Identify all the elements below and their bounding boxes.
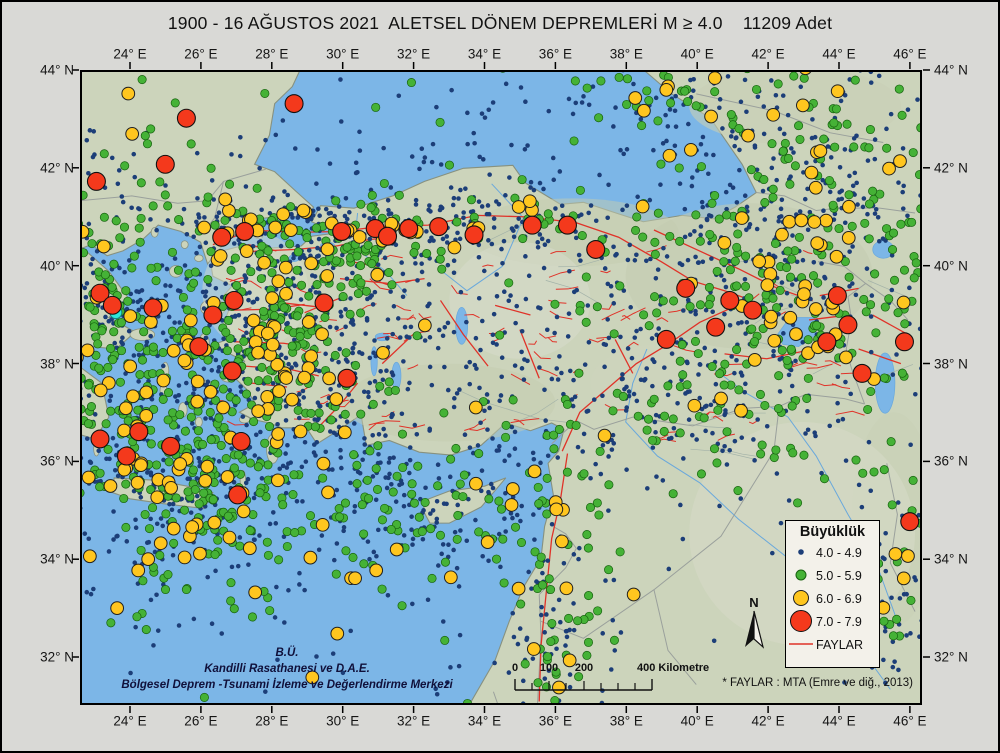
axis-label-bottom: 44° E	[822, 713, 856, 729]
scale-bar-ruler	[514, 679, 653, 691]
axis-label-bottom: 40° E	[680, 713, 714, 729]
legend-item-label: 6.0 - 6.9	[816, 591, 862, 606]
axis-label-right: 40° N	[934, 258, 968, 274]
axis-label-bottom: 38° E	[609, 713, 643, 729]
axis-label-bottom: 26° E	[184, 713, 218, 729]
axis-label-top: 28° E	[255, 46, 289, 62]
axis-label-top: 26° E	[184, 46, 218, 62]
fault-line-symbol	[789, 643, 813, 645]
legend-item-m6: 6.0 - 6.9	[786, 587, 879, 610]
scale-label-400: 400 Kilometre	[637, 662, 710, 674]
axis-label-right: 36° N	[934, 453, 968, 469]
axis-label-top: 38° E	[609, 46, 643, 62]
axis-label-bottom: 36° E	[538, 713, 572, 729]
legend-item-faults: FAYLAR	[786, 633, 879, 656]
axis-label-bottom: 42° E	[751, 713, 785, 729]
axis-label-left: 36° N	[40, 453, 74, 469]
legend-item-label: 7.0 - 7.9	[816, 614, 862, 629]
axis-label-top: 44° E	[822, 46, 856, 62]
axis-label-bottom: 24° E	[113, 713, 147, 729]
axis-label-right: 38° N	[934, 356, 968, 371]
magnitude-7-symbol	[790, 610, 812, 632]
axis-label-bottom: 30° E	[326, 713, 360, 729]
axis-label-left: 34° N	[40, 551, 74, 567]
axis-label-top: 46° E	[893, 46, 927, 62]
axis-label-bottom: 34° E	[467, 713, 502, 729]
legend-item-m5: 5.0 - 5.9	[786, 564, 879, 587]
legend-item-label: 4.0 - 4.9	[816, 545, 862, 560]
legend-item-m7: 7.0 - 7.9	[786, 610, 879, 633]
legend-item-label: FAYLAR	[816, 637, 864, 652]
magnitude-5-symbol	[795, 569, 807, 581]
axis-label-top: 34° E	[467, 46, 502, 62]
major-earthquakes-layer	[86, 94, 920, 532]
axis-label-left: 40° N	[40, 258, 74, 274]
scale-bar: 0 100 200 400 Kilometre	[510, 662, 725, 702]
legend: Büyüklük 4.0 - 4.9 5.0 - 5.9 6.0 - 6.9 7…	[785, 520, 880, 668]
faults-source-note: * FAYLAR : MTA (Emre ve diğ., 2013)	[722, 677, 913, 689]
north-arrow-icon	[745, 610, 765, 649]
axis-label-left: 32° N	[40, 649, 74, 665]
north-arrow: N	[740, 596, 768, 654]
magnitude-4-symbol	[798, 549, 804, 555]
axis-label-bottom: 32° E	[397, 713, 431, 729]
attribution-line-3: Bölgesel Deprem -Tsunami İzleme ve Değer…	[121, 679, 453, 691]
scale-label-200: 200	[574, 662, 594, 674]
axis-label-top: 32° E	[397, 46, 431, 62]
axis-label-bottom: 46° E	[893, 713, 927, 729]
magnitude-6-symbol	[793, 590, 809, 606]
axis-label-left: 44° N	[40, 62, 74, 78]
attribution-line-2: Kandilli Rasathanesi ve D.A.E.	[204, 663, 370, 675]
earthquakes-m6-layer	[82, 72, 915, 695]
north-label: N	[749, 595, 759, 610]
axis-label-right: 42° N	[934, 160, 968, 176]
scale-label-100: 100	[539, 662, 559, 674]
legend-title: Büyüklük	[799, 524, 866, 540]
map-attribution: B.Ü. Kandilli Rasathanesi ve D.A.E. Bölg…	[107, 645, 467, 693]
axis-label-top: 24° E	[113, 46, 147, 62]
axis-label-left: 38° N	[40, 356, 74, 371]
attribution-line-1: B.Ü.	[275, 647, 299, 659]
axis-label-right: 32° N	[934, 649, 968, 665]
axis-label-top: 30° E	[326, 46, 360, 62]
legend-item-label: 5.0 - 5.9	[816, 568, 862, 583]
map-area: B.Ü. Kandilli Rasathanesi ve D.A.E. Bölg…	[80, 70, 922, 705]
figure-title: 1900 - 16 AĞUSTOS 2021 ALETSEL DÖNEM DEP…	[167, 13, 833, 33]
legend-item-m4: 4.0 - 4.9	[786, 541, 879, 564]
axis-label-top: 42° E	[751, 46, 785, 62]
axis-label-right: 34° N	[934, 551, 968, 567]
scale-label-0: 0	[511, 662, 519, 674]
axis-label-left: 42° N	[40, 160, 74, 176]
axis-label-top: 40° E	[680, 46, 714, 62]
axis-label-top: 36° E	[538, 46, 572, 62]
axis-label-right: 44° N	[934, 62, 968, 78]
axis-label-bottom: 28° E	[255, 713, 289, 729]
